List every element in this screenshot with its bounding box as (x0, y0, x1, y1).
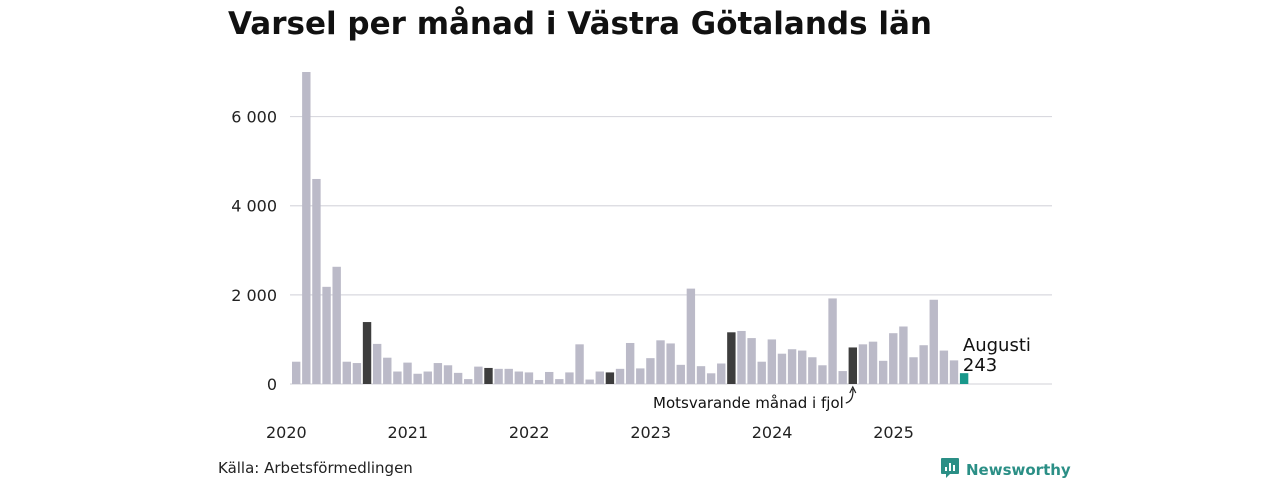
x-tick-label: 2022 (509, 423, 550, 442)
bar[interactable] (484, 367, 493, 384)
bar[interactable] (868, 341, 878, 384)
bar[interactable] (848, 347, 857, 384)
bar[interactable] (706, 373, 716, 384)
bar[interactable] (352, 363, 362, 384)
bar[interactable] (302, 72, 311, 384)
bar[interactable] (676, 364, 685, 384)
same-month-annotation: Motsvarande månad i fjol (653, 394, 844, 412)
bar[interactable] (393, 371, 402, 384)
bar[interactable] (959, 373, 969, 384)
annotation-arrow (845, 388, 854, 404)
bar[interactable] (433, 363, 443, 384)
bar[interactable] (524, 372, 534, 384)
bar[interactable] (787, 349, 797, 384)
bar[interactable] (808, 357, 817, 384)
bar[interactable] (362, 322, 372, 384)
newsworthy-logo-icon (940, 457, 960, 483)
bar[interactable] (464, 379, 473, 384)
latest-month-label: Augusti (963, 335, 1031, 356)
bar[interactable] (949, 360, 959, 384)
bar[interactable] (342, 361, 351, 384)
bar[interactable] (625, 342, 635, 384)
bar[interactable] (686, 288, 696, 384)
bar[interactable] (494, 368, 503, 384)
bar[interactable] (575, 344, 584, 384)
bar[interactable] (555, 379, 564, 384)
bar[interactable] (767, 339, 777, 384)
bar[interactable] (646, 358, 655, 384)
bar[interactable] (919, 345, 928, 384)
source-note: Källa: Arbetsförmedlingen (218, 459, 413, 477)
bar[interactable] (605, 372, 615, 384)
bar[interactable] (818, 365, 827, 384)
x-tick-label: 2023 (630, 423, 671, 442)
annotation-arrowhead (849, 385, 857, 394)
bar[interactable] (585, 379, 594, 384)
bar[interactable] (332, 266, 341, 384)
bar[interactable] (858, 344, 868, 384)
x-tick-label: 2025 (873, 423, 914, 442)
bar[interactable] (798, 350, 807, 384)
bar[interactable] (838, 371, 847, 384)
bar[interactable] (878, 360, 888, 384)
x-tick-label: 2020 (266, 423, 307, 442)
bar[interactable] (565, 372, 574, 384)
y-tick-label: 4 000 (231, 197, 277, 216)
bar[interactable] (292, 361, 301, 384)
bar[interactable] (403, 362, 412, 384)
bar[interactable] (322, 286, 331, 384)
bar[interactable] (636, 368, 645, 384)
bar[interactable] (757, 361, 766, 384)
bars (292, 72, 969, 385)
brand-logo[interactable]: Newsworthy (940, 457, 1071, 483)
bar[interactable] (383, 357, 392, 384)
bar[interactable] (423, 371, 432, 384)
latest-value-label: 243 (963, 355, 997, 376)
bar[interactable] (717, 363, 726, 385)
x-axis-labels: 2020 2021 2022 2023 2024 2025 (266, 423, 914, 442)
bar[interactable] (474, 366, 483, 384)
bar[interactable] (615, 368, 625, 384)
bar[interactable] (828, 298, 837, 384)
chart-title: Varsel per månad i Västra Götalands län (228, 6, 932, 42)
y-tick-label: 2 000 (231, 286, 277, 305)
y-tick-label: 0 (267, 375, 277, 394)
brand-name: Newsworthy (966, 461, 1071, 479)
bar[interactable] (413, 373, 422, 384)
bar[interactable] (899, 326, 908, 385)
bar[interactable] (312, 178, 321, 384)
bar[interactable] (889, 333, 898, 384)
x-tick-label: 2024 (752, 423, 793, 442)
bar[interactable] (929, 299, 938, 384)
bar[interactable] (747, 338, 756, 384)
bar[interactable] (504, 368, 513, 384)
y-tick-label: 6 000 (231, 108, 277, 127)
bar[interactable] (656, 340, 665, 384)
bar[interactable] (737, 330, 746, 384)
bar[interactable] (727, 332, 736, 384)
x-tick-label: 2021 (387, 423, 428, 442)
bar[interactable] (939, 350, 949, 384)
bar[interactable] (514, 371, 524, 384)
bar[interactable] (545, 371, 554, 384)
bar[interactable] (595, 371, 604, 384)
bar[interactable] (666, 343, 675, 384)
bar[interactable] (453, 372, 463, 384)
bar[interactable] (696, 366, 706, 384)
y-axis-labels: 0 2 000 4 000 6 000 (231, 108, 277, 394)
bar[interactable] (372, 343, 382, 384)
bar[interactable] (777, 353, 787, 384)
bar[interactable] (534, 379, 544, 384)
bar[interactable] (443, 365, 453, 384)
bar[interactable] (909, 357, 918, 384)
